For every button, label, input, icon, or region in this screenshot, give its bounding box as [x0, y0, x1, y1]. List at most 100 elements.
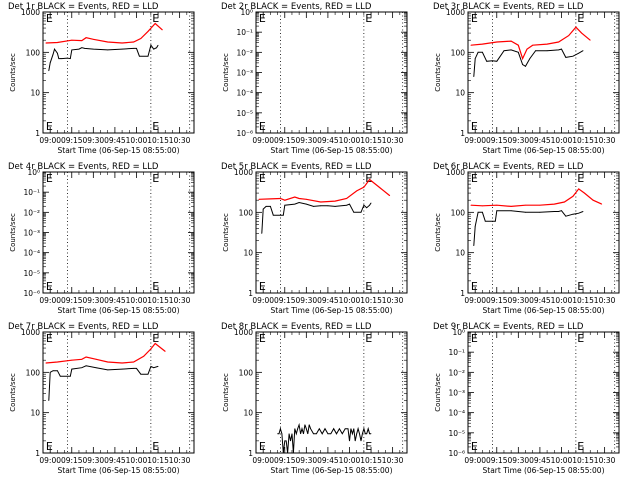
- data-point: [56, 370, 58, 372]
- data-point: [280, 198, 281, 199]
- data-point: [305, 198, 307, 200]
- y-axis-label: Counts/sec: [434, 53, 442, 92]
- data-point: [45, 362, 47, 364]
- event-marker-bottom: E: [471, 280, 478, 293]
- data-point: [58, 58, 60, 59]
- data-point: [52, 370, 54, 372]
- data-point: [292, 452, 294, 454]
- event-marker-top: E: [471, 172, 478, 185]
- data-point: [572, 195, 574, 197]
- event-marker-bottom: E: [259, 120, 266, 133]
- data-point: [522, 58, 524, 59]
- data-point: [578, 188, 580, 190]
- data-point: [496, 60, 498, 62]
- x-axis-label: Start Time (06-Sep-15 08:55:00): [271, 466, 393, 475]
- data-point: [351, 433, 353, 435]
- x-tick-label: 09:30: [296, 456, 318, 465]
- y-axis-label: Counts/sec: [9, 213, 17, 252]
- data-point: [133, 41, 135, 43]
- x-tick-label: 10:15: [572, 456, 594, 465]
- y-tick-label: 100: [451, 208, 466, 217]
- data-point: [300, 433, 301, 435]
- y-tick-label: 1000: [234, 168, 253, 177]
- x-tick-label: 09:45: [529, 296, 551, 305]
- x-tick-label: 10:15: [147, 456, 169, 465]
- data-point: [154, 23, 156, 24]
- y-tick-label: 10⁻²: [236, 48, 253, 57]
- data-point: [470, 44, 472, 46]
- x-tick-label: 10:30: [382, 456, 404, 465]
- data-point: [157, 44, 159, 46]
- event-marker-bottom: E: [152, 440, 159, 453]
- data-point: [561, 48, 562, 50]
- series-lld-line: [45, 22, 163, 44]
- y-tick-label: 10⁻⁵: [23, 269, 40, 278]
- x-tick-label: 10:00: [339, 456, 361, 465]
- data-point: [492, 220, 493, 222]
- data-point: [147, 373, 149, 375]
- y-tick-label: 10⁰: [452, 328, 465, 337]
- plot-frame: [42, 11, 195, 134]
- data-point: [313, 206, 314, 207]
- x-tick-label: 09:15: [61, 136, 83, 145]
- x-tick-label: 10:15: [360, 296, 382, 305]
- x-tick-label: 09:45: [529, 136, 551, 145]
- data-point: [347, 428, 349, 430]
- data-point: [45, 42, 47, 44]
- x-tick-label: 09:15: [486, 296, 508, 305]
- data-point: [49, 371, 51, 373]
- x-tick-label: 10:30: [594, 296, 616, 305]
- y-tick-label: 10⁻³: [236, 69, 253, 78]
- x-tick-label: 10:30: [169, 456, 191, 465]
- data-point: [592, 199, 594, 201]
- data-point: [56, 361, 58, 363]
- data-point: [339, 428, 340, 430]
- data-point: [589, 39, 591, 41]
- data-point: [324, 428, 326, 430]
- y-tick-label: 10⁻³: [448, 389, 465, 398]
- data-point: [558, 41, 559, 43]
- plot-frame: [467, 331, 620, 454]
- data-point: [477, 211, 479, 213]
- event-marker-bottom: E: [365, 440, 372, 453]
- y-tick-label: 10⁻⁶: [236, 129, 253, 138]
- y-tick-label: 1: [460, 129, 465, 138]
- x-tick-label: 10:30: [382, 136, 404, 145]
- data-point: [298, 198, 300, 199]
- x-axis-label: Start Time (06-Sep-15 08:55:00): [483, 466, 605, 475]
- data-point: [572, 55, 574, 57]
- y-tick-label: 10: [455, 249, 465, 258]
- data-point: [503, 50, 505, 52]
- x-tick-label: 09:00: [464, 136, 486, 145]
- plot-frame: [255, 171, 408, 294]
- data-point: [341, 433, 343, 435]
- event-marker-top: E: [471, 332, 478, 345]
- data-point: [280, 428, 281, 430]
- data-point: [92, 48, 94, 50]
- x-tick-label: 09:00: [464, 296, 486, 305]
- data-point: [154, 343, 156, 344]
- x-tick-label: 10:30: [169, 136, 191, 145]
- x-tick-label: 10:30: [594, 136, 616, 145]
- y-tick-label: 10⁻¹: [236, 28, 253, 37]
- data-point: [294, 428, 296, 430]
- x-axis-label: Start Time (06-Sep-15 08:55:00): [58, 306, 180, 315]
- x-tick-label: 10:00: [126, 456, 148, 465]
- data-point: [572, 213, 574, 215]
- data-point: [54, 48, 55, 50]
- data-point: [150, 44, 152, 46]
- x-tick-label: 09:45: [104, 456, 126, 465]
- x-tick-label: 09:30: [83, 456, 105, 465]
- data-point: [150, 348, 152, 350]
- data-point: [350, 428, 352, 430]
- data-point: [356, 433, 358, 435]
- x-axis-label: Start Time (06-Sep-15 08:55:00): [271, 146, 393, 155]
- data-point: [157, 366, 159, 367]
- data-point: [81, 40, 83, 42]
- y-tick-label: 10⁻⁵: [448, 429, 465, 438]
- x-tick-label: 09:15: [274, 456, 296, 465]
- data-point: [369, 433, 371, 435]
- data-point: [362, 433, 363, 435]
- data-point: [305, 428, 307, 430]
- data-point: [153, 367, 155, 369]
